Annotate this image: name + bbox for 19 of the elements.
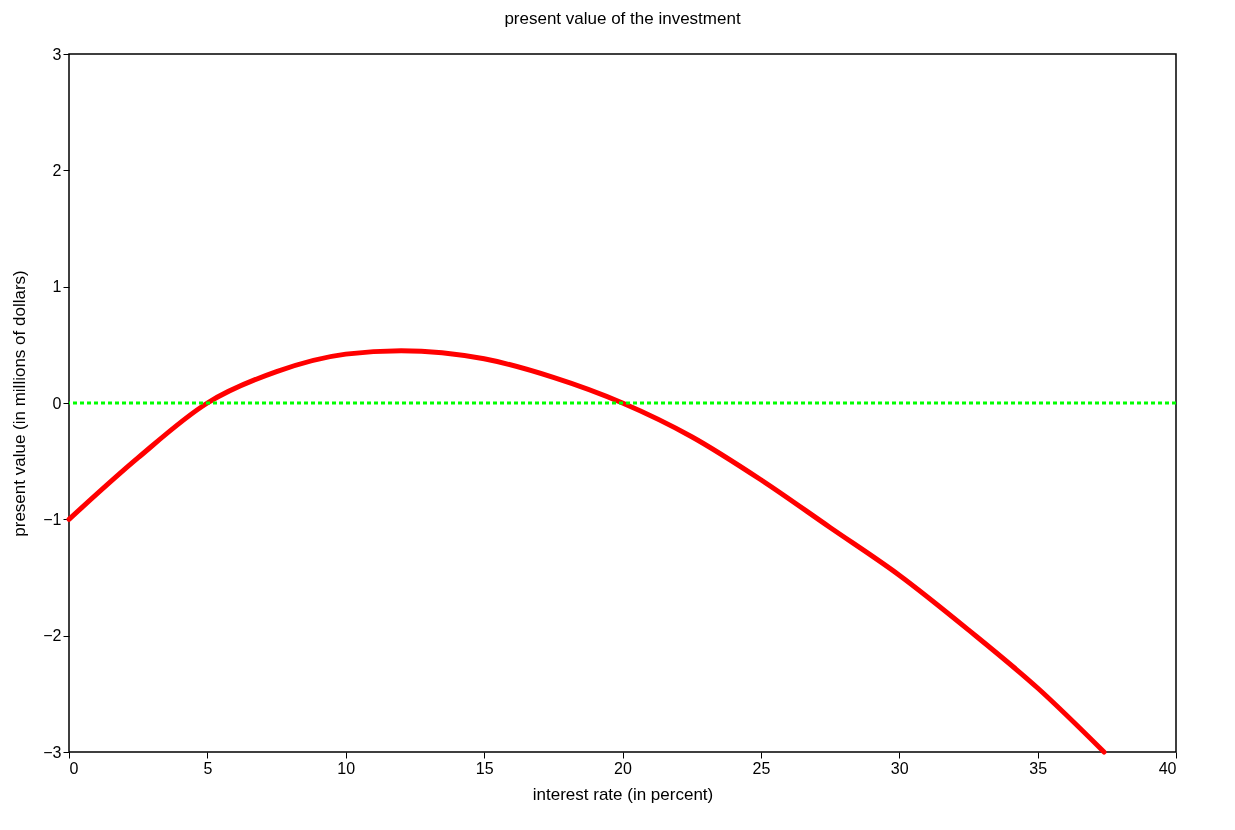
chart-title: present value of the investment [504,9,741,28]
x-tick-label: 10 [337,759,356,777]
x-tick-label: 25 [752,759,771,777]
x-axis-title: interest rate (in percent) [532,784,714,804]
x-tick-label: 20 [614,759,632,777]
y-tick-label: 0 [52,394,62,412]
x-tick-label: 15 [475,759,494,777]
y-tick-label: 1 [52,278,62,296]
y-tick-label: −2 [43,627,62,645]
y-tick-label: −1 [43,510,62,528]
y-tick-label: 2 [52,161,62,179]
x-tick-label: 30 [890,759,909,777]
y-tick-label: 3 [52,45,62,63]
y-tick-label: −3 [43,743,62,761]
x-tick-label: 5 [203,759,213,777]
x-tick-label: 0 [69,759,79,777]
x-tick-label: 40 [1158,759,1177,777]
x-tick-label: 35 [1029,759,1048,777]
y-axis-title: present value (in millions of dollars) [10,270,30,537]
